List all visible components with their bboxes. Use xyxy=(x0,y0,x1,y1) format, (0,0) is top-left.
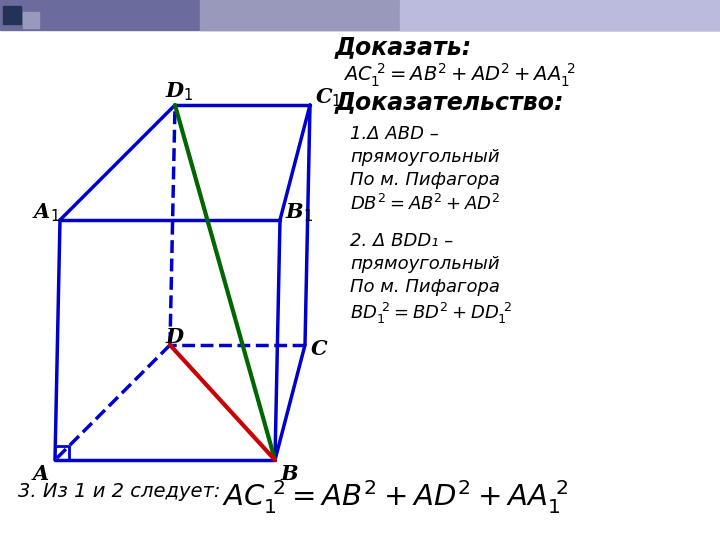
Text: $AC_1^{\ 2}=AB^2+AD^2+AA_1^{\ 2}$: $AC_1^{\ 2}=AB^2+AD^2+AA_1^{\ 2}$ xyxy=(343,62,576,90)
Text: 2. Δ BDD₁ –: 2. Δ BDD₁ – xyxy=(350,232,454,250)
Text: прямоугольный: прямоугольный xyxy=(350,148,500,166)
Text: $BD_1^{\ 2}=BD^2+DD_1^{\ 2}$: $BD_1^{\ 2}=BD^2+DD_1^{\ 2}$ xyxy=(350,301,512,326)
Text: 1.Δ ABD –: 1.Δ ABD – xyxy=(350,125,438,143)
Text: B: B xyxy=(280,464,297,484)
Text: D$_1$: D$_1$ xyxy=(165,80,194,103)
Bar xyxy=(200,0,720,30)
Text: D: D xyxy=(165,327,183,347)
Bar xyxy=(0,0,720,30)
Text: $AC_1^{\ 2}=AB^2+AD^2+AA_1^{\ 2}$: $AC_1^{\ 2}=AB^2+AD^2+AA_1^{\ 2}$ xyxy=(222,478,569,516)
Text: C: C xyxy=(311,339,328,359)
Text: $DB^2=AB^2+AD^2$: $DB^2=AB^2+AD^2$ xyxy=(350,194,500,214)
Text: прямоугольный: прямоугольный xyxy=(350,255,500,273)
Bar xyxy=(3,6,21,24)
Text: По м. Пифагора: По м. Пифагора xyxy=(350,171,500,189)
Text: A: A xyxy=(33,464,49,484)
Text: Доказать:: Доказать: xyxy=(335,35,472,59)
Text: Доказательство:: Доказательство: xyxy=(335,90,564,114)
Bar xyxy=(400,0,720,30)
Text: C$_1$: C$_1$ xyxy=(315,86,342,109)
Text: A$_1$: A$_1$ xyxy=(32,201,60,224)
Text: B$_1$: B$_1$ xyxy=(285,201,313,224)
Bar xyxy=(23,12,39,28)
Text: 3. Из 1 и 2 следует:: 3. Из 1 и 2 следует: xyxy=(18,482,227,501)
Text: По м. Пифагора: По м. Пифагора xyxy=(350,278,500,296)
